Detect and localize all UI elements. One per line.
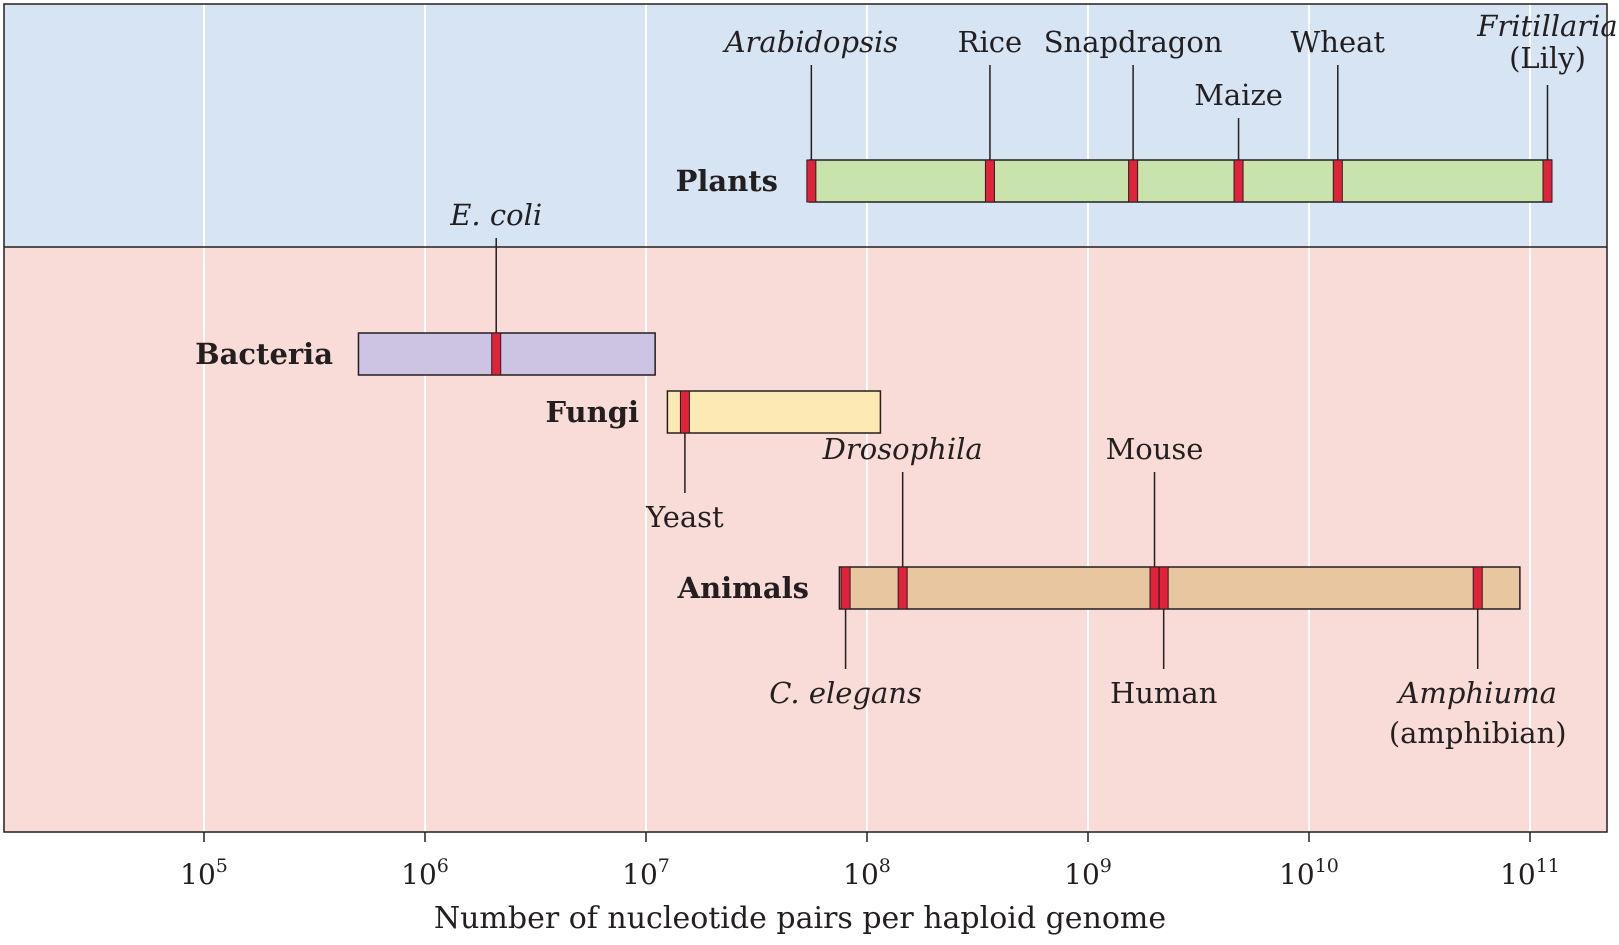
yeast-label: Yeast: [645, 500, 724, 534]
fritillaria-marker: [1542, 159, 1553, 203]
c-elegans-label: C. elegans: [769, 676, 922, 710]
human-label: Human: [1110, 676, 1217, 710]
yeast-marker: [679, 390, 690, 434]
drosophila-marker: [897, 566, 908, 610]
animals-label: Animals: [677, 571, 809, 605]
tick-label: 107: [622, 855, 670, 891]
x-axis-ticks: 105 106 107 108 109 1010 1011: [180, 832, 1560, 891]
bacteria-range-bar: [357, 332, 656, 376]
x-axis-title: Number of nucleotide pairs per haploid g…: [434, 901, 1166, 936]
animals-range-bar: [838, 566, 1521, 610]
e-coli-label: E. coli: [449, 198, 542, 232]
maize-marker: [1233, 159, 1244, 203]
snapdragon-marker: [1128, 159, 1139, 203]
e-coli-marker: [491, 332, 502, 376]
fungi-range-bar: [666, 390, 882, 434]
c-elegans-marker: [840, 566, 851, 610]
amphiuma-label: Amphiuma: [1395, 676, 1556, 710]
plants-label: Plants: [676, 164, 778, 198]
fritillaria-label: Fritillaria: [1476, 9, 1617, 43]
maize-label: Maize: [1194, 78, 1283, 112]
amphiuma-sublabel: (amphibian): [1389, 716, 1567, 750]
fungi-label: Fungi: [545, 395, 639, 429]
plants-range-bar: [808, 159, 1553, 203]
human-marker: [1158, 566, 1169, 610]
tick-label: 109: [1064, 855, 1112, 891]
tick-label: 1010: [1279, 855, 1339, 891]
tick-label: 106: [401, 855, 449, 891]
arabidopsis-marker: [806, 159, 817, 203]
plant-panel-background: [4, 4, 1607, 247]
bacteria-label: Bacteria: [195, 337, 333, 371]
wheat-label: Wheat: [1291, 25, 1386, 59]
other-panel-background: [4, 247, 1607, 832]
mouse-label: Mouse: [1106, 432, 1204, 466]
group-animals: Animals C. elegans Drosophila Mouse Human Amp…: [677, 432, 1567, 750]
group-fungi: Fungi Yeast: [545, 390, 882, 534]
wheat-marker: [1332, 159, 1343, 203]
rice-marker: [984, 159, 995, 203]
gridlines: [203, 4, 1531, 832]
group-plants: Plants Arabidopsis Rice Snapdragon MaizeWhea…: [676, 9, 1618, 203]
plot-frame: [3, 3, 1608, 833]
fritillaria-sublabel: (Lily): [1509, 41, 1586, 75]
group-bacteria: Bacteria E. coli: [195, 198, 656, 376]
drosophila-label: Drosophila: [822, 432, 983, 466]
arabidopsis-label: Arabidopsis: [722, 25, 899, 59]
mouse-marker: [1149, 566, 1160, 610]
rice-label: Rice: [958, 25, 1023, 59]
snapdragon-label: Snapdragon: [1044, 25, 1223, 59]
tick-label: 105: [180, 855, 228, 891]
tick-label: 1011: [1500, 855, 1560, 891]
tick-label: 108: [843, 855, 891, 891]
group-bars: Plants Arabidopsis Rice Snapdragon MaizeWhea…: [195, 9, 1618, 750]
amphiuma-marker: [1472, 566, 1483, 610]
